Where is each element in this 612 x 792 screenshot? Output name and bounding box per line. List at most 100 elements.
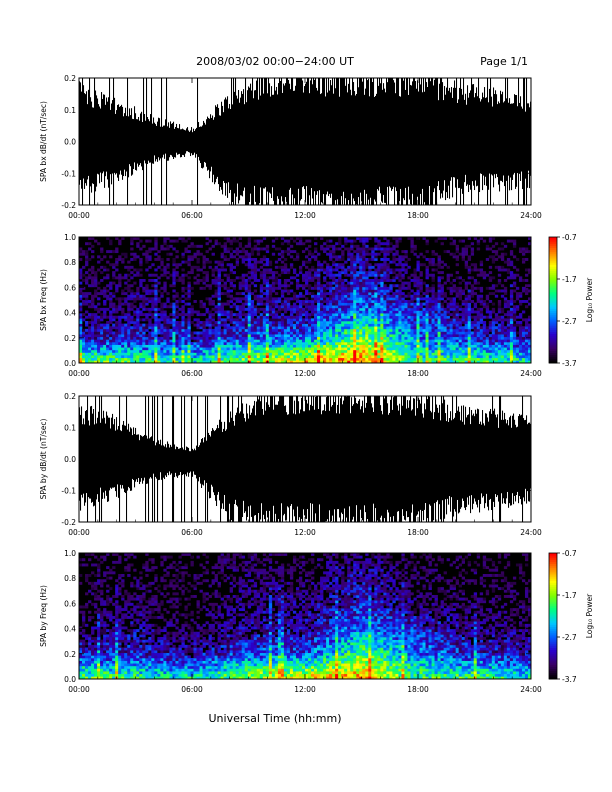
spectrogram-cell	[190, 321, 194, 324]
spectrogram-cell	[434, 307, 438, 311]
spectrogram-cell	[353, 342, 357, 345]
spectrogram-cell	[259, 265, 264, 269]
spectrogram-cell	[389, 313, 393, 317]
spectrogram-cell	[124, 300, 128, 303]
spectrogram-cell	[431, 289, 435, 293]
spectrogram-cell	[94, 271, 98, 275]
spectrogram-cell	[419, 360, 423, 364]
spectrogram-cell	[326, 336, 330, 340]
spectrogram-cell	[350, 339, 354, 343]
spectrogram-cell	[419, 342, 423, 345]
spectrogram-cell	[383, 260, 387, 264]
spectrogram-cell	[259, 247, 264, 251]
spectrogram-cell	[160, 342, 164, 345]
waveform-segment	[332, 78, 334, 205]
spectrogram-cell	[320, 286, 324, 290]
spectrogram-cell	[103, 355, 107, 359]
spectrogram-cell	[247, 344, 252, 348]
spectrogram-cell	[283, 307, 288, 311]
spectrogram-cell	[244, 334, 249, 338]
spectrogram-cell	[320, 339, 324, 343]
waveform-segment	[118, 104, 120, 181]
spectrogram-cell	[196, 334, 200, 338]
spectrogram-cell	[271, 334, 276, 338]
spectrogram-cell	[455, 357, 459, 361]
spectrogram-cell	[184, 347, 188, 351]
spectrogram-cell	[308, 305, 312, 309]
spectrogram-cell	[136, 352, 140, 356]
spectrogram-cell	[464, 355, 469, 359]
spectrogram-cell	[386, 344, 390, 348]
spectrogram-cell	[208, 321, 212, 324]
spectrogram-cell	[419, 297, 423, 301]
spectrogram-cell	[148, 323, 152, 327]
spectrogram-cell	[425, 355, 429, 359]
spectrogram-cell	[380, 294, 384, 298]
spectrogram-cell	[193, 342, 197, 345]
spectrogram-cell	[103, 347, 107, 351]
spectrogram-cell	[440, 305, 444, 309]
spectrogram-cell	[211, 323, 215, 327]
spectrogram-cell	[226, 339, 230, 343]
spectrogram-cell	[374, 360, 378, 364]
spectrogram-cell	[217, 360, 221, 364]
spectrogram-cell	[205, 339, 209, 343]
spectrogram-cell	[268, 328, 273, 332]
spectrogram-cell	[416, 347, 420, 351]
spectrogram-cell	[371, 323, 375, 327]
spectrogram-cell	[359, 342, 363, 345]
spectrogram-cell	[458, 334, 462, 338]
spectrogram-cell	[271, 300, 276, 303]
spectrogram-cell	[371, 297, 375, 301]
spectrogram-cell	[103, 349, 107, 353]
spectrogram-cell	[232, 302, 236, 306]
spectrogram-cell	[428, 326, 432, 330]
spectrogram-cell	[190, 258, 194, 261]
spectrogram-cell	[308, 334, 312, 338]
spectrogram-cell	[241, 279, 246, 282]
spectrogram-cell	[169, 328, 173, 332]
spectrogram-cell	[449, 328, 453, 332]
spectrogram-cell	[467, 344, 472, 348]
spectrogram-cell	[386, 349, 390, 353]
spectrogram-cell	[133, 347, 137, 351]
spectrogram-cell	[386, 302, 390, 306]
spectrogram-cell	[350, 326, 354, 330]
spectrogram-cell	[250, 357, 255, 361]
waveform-segment	[504, 101, 506, 187]
spectrogram-cell	[115, 334, 119, 338]
spectrogram-cell	[259, 276, 264, 280]
spectrogram-cell	[154, 284, 158, 288]
spectrogram-cell	[142, 328, 146, 332]
spectrogram-cell	[166, 347, 170, 351]
spectrogram-cell	[371, 305, 375, 309]
spectrogram-cell	[362, 336, 366, 340]
spectrogram-cell	[238, 328, 243, 332]
spectrogram-cell	[377, 292, 381, 296]
spectrogram-cell	[314, 344, 318, 348]
spectrogram-cell	[112, 302, 116, 306]
waveform-segment	[246, 102, 248, 205]
spectrogram-cell	[127, 307, 131, 311]
spectrogram-cell	[157, 344, 161, 348]
spectrogram-cell	[401, 281, 405, 285]
spectrogram-cell	[398, 334, 402, 338]
spectrogram-cell	[127, 313, 131, 317]
spectrogram-cell	[353, 244, 357, 248]
spectrogram-cell	[172, 347, 176, 351]
spectrogram-cell	[317, 315, 321, 319]
spectrogram-cell	[386, 339, 390, 343]
spectrogram-cell	[181, 276, 185, 280]
spectrogram-cell	[265, 281, 270, 285]
spectrogram-cell	[386, 318, 390, 322]
spectrogram-cell	[449, 334, 453, 338]
spectrogram-cell	[262, 331, 267, 335]
spectrogram-cell	[256, 239, 261, 243]
spectrogram-cell	[241, 302, 246, 306]
spectrogram-cell	[419, 273, 423, 277]
waveform-segment	[203, 120, 205, 168]
spectrogram-cell	[160, 305, 164, 309]
spectrogram-cell	[292, 294, 297, 298]
spectrogram-cell	[223, 339, 227, 343]
spectrogram-cell	[232, 237, 236, 240]
